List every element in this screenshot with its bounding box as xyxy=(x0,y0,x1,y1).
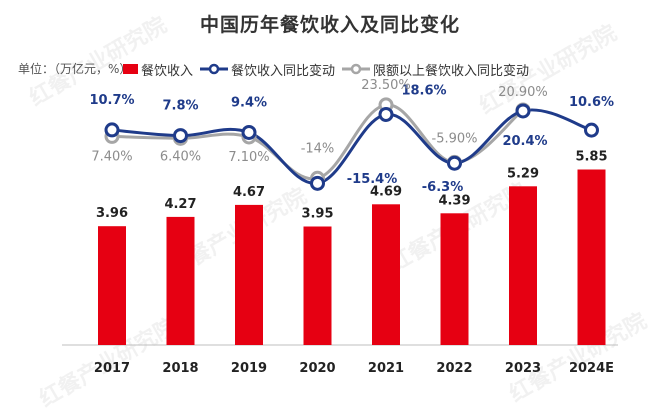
x-tick-2021: 2021 xyxy=(368,361,404,376)
legend-item-above-limit: 限额以上餐饮收入同比变动 xyxy=(341,60,529,79)
line-yoy xyxy=(111,108,592,185)
label-yoy-2023: 20.4% xyxy=(502,134,547,149)
legend-label-revenue: 餐饮收入 xyxy=(141,63,194,79)
marker-yoy-2024E xyxy=(584,122,599,138)
legend-item-revenue: 餐饮收入 xyxy=(123,60,193,79)
label-yoy-2017: 10.7% xyxy=(89,93,134,108)
label-above-limit-2018: 6.40% xyxy=(160,149,201,164)
bar-label-2021: 4.69 xyxy=(370,184,402,199)
bar-label-2023: 5.29 xyxy=(507,166,539,181)
bar-label-2020: 3.95 xyxy=(301,207,333,222)
bar-label-2017: 3.96 xyxy=(96,206,128,221)
bar-2024E xyxy=(577,169,606,345)
label-above-limit-2022: -5.90% xyxy=(432,131,478,146)
label-yoy-2021: 18.6% xyxy=(401,83,446,98)
marker-yoy-2023 xyxy=(515,103,531,119)
x-tick-2020: 2020 xyxy=(299,361,335,376)
marker-yoy-2018 xyxy=(173,128,188,144)
bar-label-2019: 4.67 xyxy=(233,185,265,200)
legend-line-swatch-navy xyxy=(200,63,229,75)
bar-2022 xyxy=(440,213,469,345)
marker-yoy-2021 xyxy=(378,106,394,122)
label-yoy-2022: -6.3% xyxy=(422,180,463,195)
bar-2023 xyxy=(509,186,537,345)
legend-label-above-limit: 限额以上餐饮收入同比变动 xyxy=(373,63,530,79)
bar-label-2022: 4.39 xyxy=(438,193,470,208)
legend-item-yoy: 餐饮收入同比变动 xyxy=(199,60,335,79)
label-above-limit-2019: 7.10% xyxy=(228,150,269,165)
bar-2021 xyxy=(372,204,400,345)
label-above-limit-2017: 7.40% xyxy=(91,149,132,164)
bar-2018 xyxy=(166,216,195,345)
label-yoy-2024E: 10.6% xyxy=(569,95,614,110)
bar-2017 xyxy=(98,226,126,345)
legend-line-swatch-gray xyxy=(342,63,371,75)
bar-label-2024E: 5.85 xyxy=(575,150,607,165)
legend: 餐饮收入 餐饮收入同比变动 限额以上餐饮收入同比变动 xyxy=(123,58,535,80)
legend-label-yoy: 餐饮收入同比变动 xyxy=(231,63,336,79)
x-tick-2024E: 2024E xyxy=(569,361,614,376)
x-tick-2017: 2017 xyxy=(94,361,130,376)
bar-label-2018: 4.27 xyxy=(164,197,196,212)
x-tick-2022: 2022 xyxy=(436,361,472,376)
marker-yoy-2022 xyxy=(447,155,462,171)
x-tick-2023: 2023 xyxy=(505,361,541,376)
x-tick-2019: 2019 xyxy=(231,361,267,376)
chart-title: 中国历年餐饮收入及同比变化 xyxy=(199,14,460,36)
x-tick-2018: 2018 xyxy=(162,361,198,376)
marker-yoy-2019 xyxy=(241,124,257,140)
label-yoy-2018: 7.8% xyxy=(162,99,198,114)
legend-bar-swatch xyxy=(123,64,138,74)
label-above-limit-2023: 20.90% xyxy=(498,85,548,100)
unit-label: 单位：（万亿元，%） xyxy=(18,62,132,76)
bar-2020 xyxy=(303,226,332,345)
bar-2019 xyxy=(235,204,263,345)
label-yoy-2019: 9.4% xyxy=(231,95,267,110)
label-above-limit-2020: -14% xyxy=(301,141,335,156)
label-annotation-2021: -15.4% xyxy=(347,172,398,187)
marker-yoy-2017 xyxy=(104,122,120,138)
label-above-limit-2021: 23.50% xyxy=(361,78,411,93)
marker-yoy-2020 xyxy=(310,175,325,191)
